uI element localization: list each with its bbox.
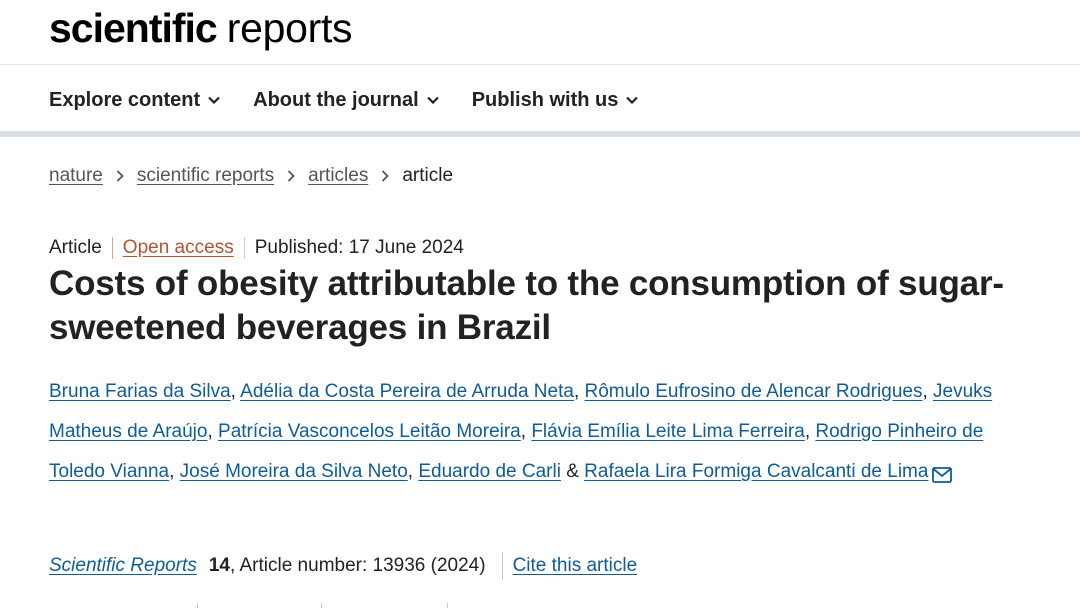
author-link[interactable]: Eduardo de Carli: [418, 461, 561, 482]
envelope-icon[interactable]: [932, 458, 953, 498]
author-link[interactable]: Bruna Farias da Silva: [49, 381, 231, 402]
article-title: Costs of obesity attributable to the con…: [49, 264, 1004, 347]
volume-number: 14: [208, 555, 230, 576]
author-separator: ,: [520, 421, 532, 442]
author-last-separator: &: [560, 461, 585, 482]
breadcrumb-articles[interactable]: articles: [308, 165, 369, 186]
chevron-right-icon: [381, 170, 390, 182]
breadcrumb-current: article: [402, 165, 454, 186]
author-link[interactable]: Rafaela Lira Formiga Cavalcanti de Lima: [584, 461, 929, 482]
metrics-divider: [447, 603, 448, 608]
author-link[interactable]: Flávia Emília Leite Lima Ferreira: [531, 421, 805, 442]
author-separator: ,: [169, 461, 180, 482]
author-link[interactable]: Jevuks Matheus de Araújo: [49, 381, 993, 442]
site-logo[interactable]: scientific reports: [49, 4, 353, 52]
author-link[interactable]: José Moreira da Silva Neto: [179, 461, 408, 482]
author-separator: ,: [407, 461, 419, 482]
author-separator: ,: [230, 381, 241, 402]
cite-this-article-link[interactable]: Cite this article: [512, 555, 638, 576]
citation-divider: [501, 552, 503, 580]
chevron-right-icon: [116, 170, 124, 182]
chevron-down-icon: [626, 96, 639, 104]
author-link[interactable]: Rodrigo Pinheiro de Toledo Vianna: [49, 421, 984, 482]
nav-about-journal[interactable]: About the journal: [253, 89, 439, 112]
nav-underline-bar: [0, 131, 1080, 137]
main-nav: Explore content About the journal Publis…: [49, 84, 671, 116]
breadcrumb-scientific-reports[interactable]: scientific reports: [136, 165, 275, 186]
author-separator: ,: [922, 381, 934, 402]
citation-line: Scientific Reports 14 , Article number: …: [49, 552, 637, 580]
chevron-down-icon: [208, 96, 220, 104]
author-separator: ,: [573, 381, 585, 402]
header-divider: [0, 64, 1080, 65]
chevron-right-icon: [287, 170, 295, 182]
author-link[interactable]: Adélia da Costa Pereira de Arruda Neta: [240, 381, 574, 402]
metrics-divider: [197, 603, 198, 608]
author-separator: ,: [804, 421, 816, 442]
article-number: , Article number: 13936 (2024): [229, 555, 486, 576]
nav-label: Publish with us: [471, 88, 619, 111]
breadcrumb-nature[interactable]: nature: [49, 165, 103, 186]
author-link[interactable]: Rômulo Eufrosino de Alencar Rodrigues: [584, 381, 923, 402]
open-access-link[interactable]: Open access: [111, 237, 244, 259]
nav-label: Explore content: [49, 88, 201, 111]
nav-label: About the journal: [253, 88, 419, 111]
author-link[interactable]: Patrícia Vasconcelos Leitão Moreira: [218, 421, 521, 442]
article-type: Article: [49, 237, 102, 258]
breadcrumb: nature scientific reports articles artic…: [49, 165, 453, 187]
journal-link[interactable]: Scientific Reports: [49, 555, 197, 576]
metrics-bar-edge: [0, 603, 1080, 608]
metrics-divider: [321, 603, 322, 608]
chevron-down-icon: [426, 96, 439, 104]
author-list: Bruna Farias da Silva, Adélia da Costa P…: [49, 372, 999, 498]
author-separator: ,: [207, 421, 219, 442]
article-meta: Article Open access Published: 17 June 2…: [49, 234, 464, 262]
logo-light-text: reports: [226, 5, 353, 51]
logo-bold-text: scientific: [49, 5, 218, 51]
nav-explore-content[interactable]: Explore content: [49, 89, 220, 112]
nav-publish-with-us[interactable]: Publish with us: [472, 89, 639, 112]
published-date: Published: 17 June 2024: [243, 237, 464, 259]
